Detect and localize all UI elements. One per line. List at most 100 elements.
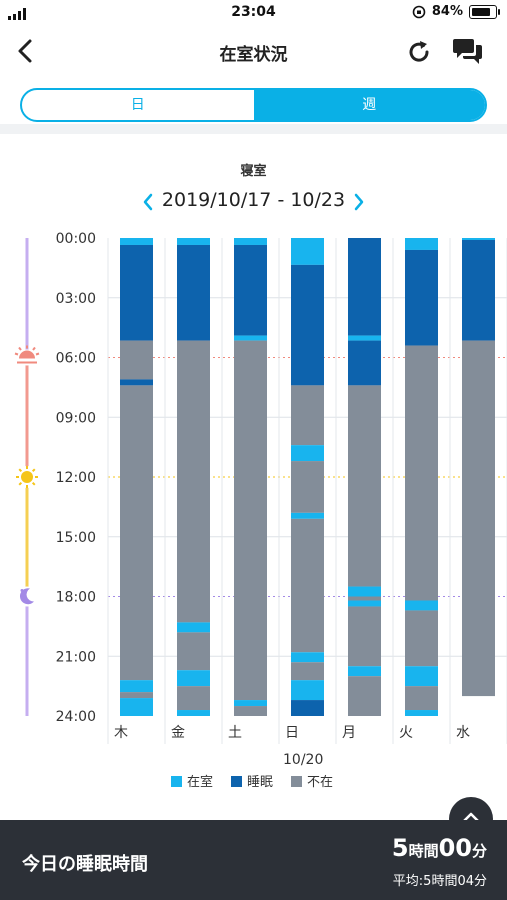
x-tick-label: 月 — [342, 725, 356, 741]
bar-segment-absent[interactable] — [462, 340, 495, 697]
bar-segment-present[interactable] — [348, 600, 381, 607]
divider-band — [0, 124, 507, 134]
bar-segment-sleep[interactable] — [348, 340, 381, 386]
bar-segment-absent[interactable] — [291, 662, 324, 681]
sun-icon-ray — [18, 481, 23, 486]
refresh-icon[interactable] — [405, 38, 433, 66]
bar-segment-sleep[interactable] — [291, 264, 324, 386]
sleep-time-label: 今日の睡眠時間 — [22, 854, 148, 875]
legend-swatch-absent — [291, 776, 302, 787]
tab-day[interactable]: 日 — [130, 97, 145, 113]
bar-segment-present[interactable] — [120, 680, 153, 693]
sleep-hours-unit: 時間 — [408, 842, 439, 860]
bar-segment-absent[interactable] — [120, 340, 153, 380]
bar-segment-present[interactable] — [291, 680, 324, 701]
bar-segment-absent[interactable] — [234, 706, 267, 716]
next-week-icon[interactable] — [351, 191, 367, 213]
signal-icon — [8, 8, 26, 20]
bar-segment-absent[interactable] — [177, 340, 210, 623]
bar-segment-absent[interactable] — [120, 385, 153, 681]
bar-segment-present[interactable] — [120, 698, 153, 716]
bar-segment-present[interactable] — [177, 670, 210, 687]
bar-segment-sleep[interactable] — [177, 244, 210, 341]
sunrise-icon-ray — [32, 346, 36, 351]
bar-segment-sleep[interactable] — [234, 244, 267, 336]
bar-segment-sleep[interactable] — [291, 700, 324, 716]
y-tick-label: 09:00 — [56, 410, 96, 426]
bar-segment-present[interactable] — [120, 238, 153, 245]
x-sub-label: 10/20 — [283, 752, 323, 768]
prev-week-icon[interactable] — [140, 191, 156, 213]
bar-segment-absent[interactable] — [234, 340, 267, 701]
bar-segment-absent[interactable] — [291, 461, 324, 513]
x-tick-label: 金 — [171, 725, 185, 741]
x-tick-label: 木 — [114, 725, 128, 741]
bar-segment-present[interactable] — [405, 710, 438, 716]
bar-segment-absent[interactable] — [405, 686, 438, 711]
battery-icon — [469, 4, 500, 19]
bar-segment-sleep[interactable] — [120, 379, 153, 386]
bar-segment-absent[interactable] — [405, 610, 438, 667]
bar-segment-absent[interactable] — [291, 385, 324, 446]
room-name: 寝室 — [240, 164, 267, 179]
bar-segment-sleep[interactable] — [462, 239, 495, 341]
nav-bar: 在室状況 — [0, 26, 507, 78]
bar-segment-present[interactable] — [405, 600, 438, 611]
bar-segment-present[interactable] — [291, 445, 324, 462]
legend-label: 睡眠 — [247, 775, 273, 788]
bar-segment-present[interactable] — [291, 238, 324, 265]
bar-segment-absent[interactable] — [177, 686, 210, 711]
bar-segment-sleep[interactable] — [405, 249, 438, 346]
legend-swatch-present — [171, 776, 182, 787]
bar-segment-present[interactable] — [348, 335, 381, 341]
bar-segment-sleep[interactable] — [120, 244, 153, 341]
x-tick-label: 水 — [456, 725, 470, 741]
sleep-time-value: 5時間00分 — [392, 834, 487, 862]
sunrise-icon — [19, 350, 35, 359]
bar-segment-present[interactable] — [291, 652, 324, 663]
orientation-lock-icon — [412, 5, 426, 18]
y-tick-label: 15:00 — [56, 530, 96, 546]
bar-segment-present[interactable] — [234, 700, 267, 707]
bar-segment-absent[interactable] — [348, 676, 381, 716]
bar-segment-absent[interactable] — [177, 632, 210, 671]
bar-segment-absent[interactable] — [120, 692, 153, 699]
date-range: 2019/10/17 - 10/23 — [161, 189, 346, 211]
bar-segment-present[interactable] — [234, 238, 267, 245]
bar-segment-present[interactable] — [348, 586, 381, 597]
x-tick-label: 土 — [228, 725, 242, 741]
bar-segment-sleep[interactable] — [348, 238, 381, 336]
bar-segment-present[interactable] — [462, 238, 495, 240]
y-tick-label: 21:00 — [56, 649, 96, 665]
sleep-minutes-unit: 分 — [471, 842, 487, 860]
bar-segment-absent[interactable] — [405, 345, 438, 601]
sleep-average: 平均:5時間04分 — [392, 874, 487, 889]
tab-week[interactable]: 週 — [253, 90, 485, 120]
x-tick-label: 火 — [399, 725, 413, 741]
moon-stars-icon — [19, 588, 34, 605]
bar-segment-present[interactable] — [348, 666, 381, 677]
bar-segment-absent[interactable] — [291, 518, 324, 653]
chat-bubbles-icon[interactable] — [452, 36, 484, 66]
y-tick-label: 12:00 — [56, 470, 96, 486]
bar-segment-present[interactable] — [234, 335, 267, 341]
bar-segment-present[interactable] — [405, 666, 438, 687]
bar-segment-present[interactable] — [177, 238, 210, 245]
bar-segment-present[interactable] — [177, 710, 210, 716]
chevron-left-icon[interactable] — [12, 36, 40, 66]
sleep-minutes: 00 — [438, 834, 472, 862]
bar-segment-absent[interactable] — [348, 385, 381, 587]
battery-percent: 84% — [431, 4, 463, 19]
occupancy-chart: 00:00 03:00 06:00 09:00 12:00 15:00 18:00 21:00… — [14, 231, 507, 788]
sun-icon-ray — [31, 468, 36, 473]
bar-segment-absent[interactable] — [348, 606, 381, 667]
bar-segment-absent[interactable] — [348, 596, 381, 601]
sleep-summary-bar: 今日の睡眠時間 5時間00分 平均:5時間04分 — [0, 820, 507, 900]
legend-swatch-sleep — [231, 776, 242, 787]
moon-star-dot — [20, 589, 24, 592]
bar-segment-present[interactable] — [291, 512, 324, 519]
bar-segment-present[interactable] — [177, 622, 210, 633]
y-tick-label: 24:00 — [56, 709, 96, 725]
x-tick-label: 日 — [285, 725, 299, 741]
bar-segment-present[interactable] — [405, 238, 438, 250]
